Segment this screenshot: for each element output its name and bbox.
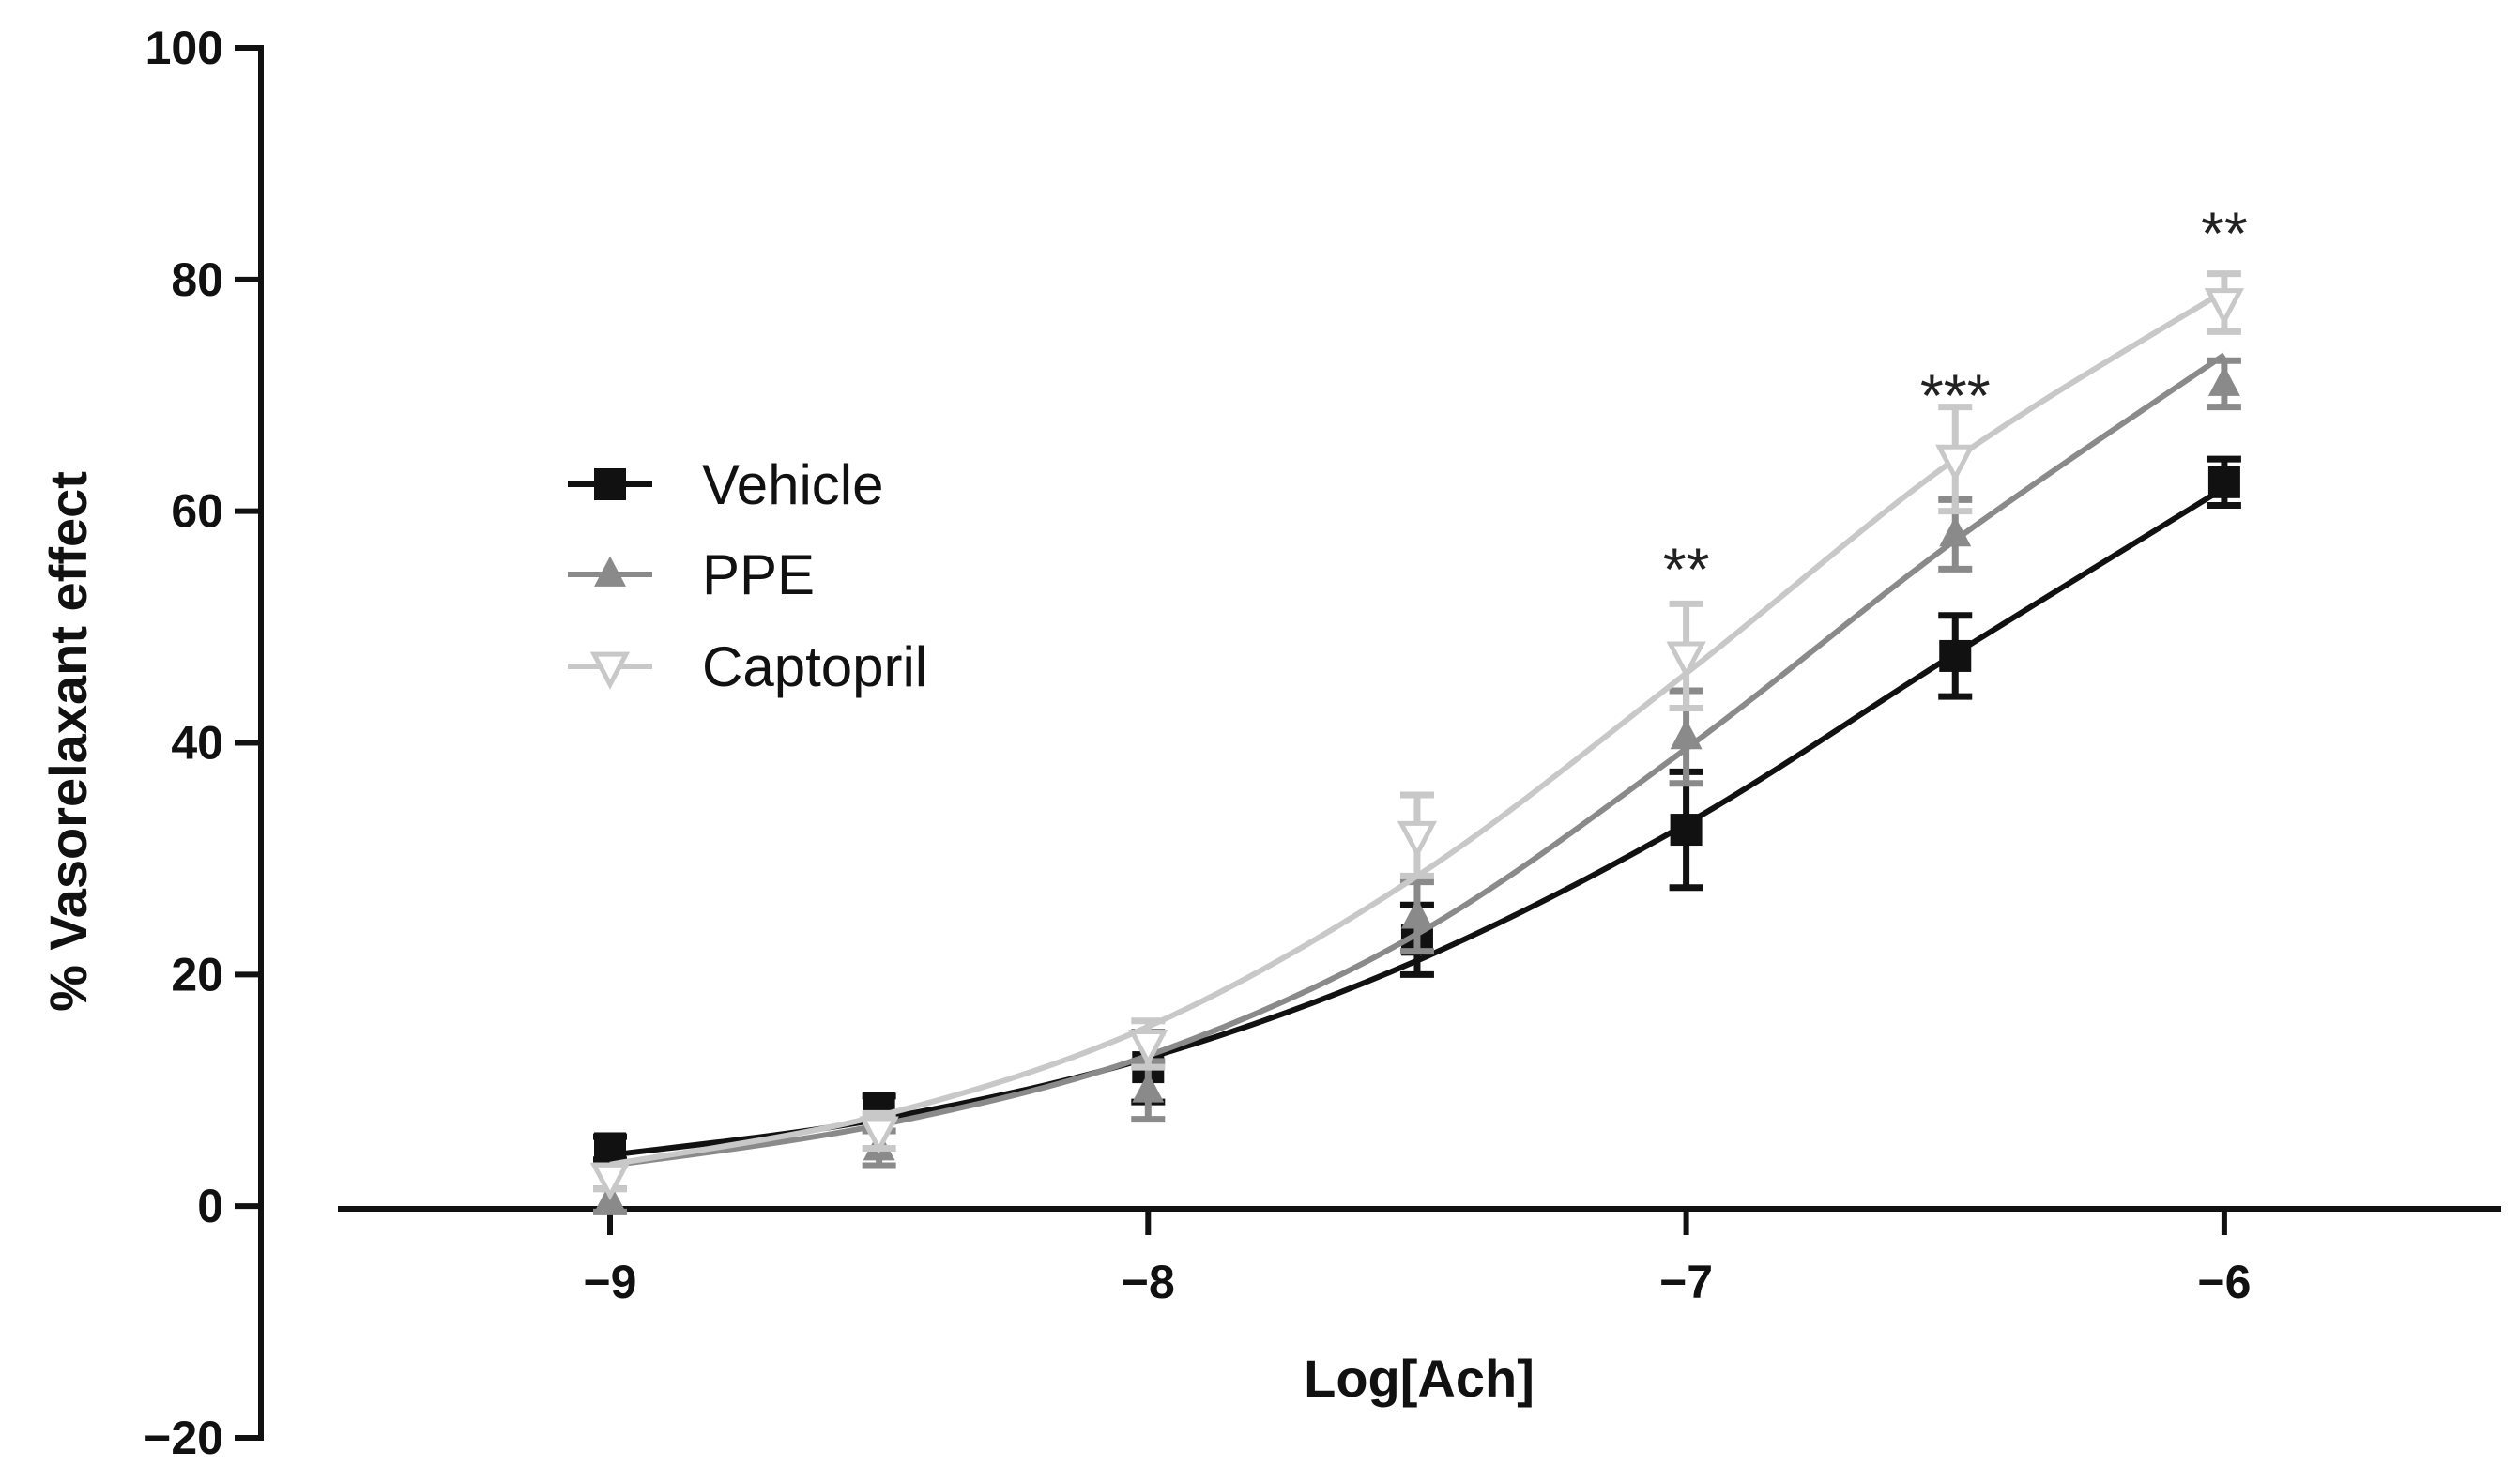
- data-point-captopril: [2204, 288, 2245, 327]
- legend-marker-captopril: [589, 651, 631, 690]
- y-tick-label: 80: [171, 253, 223, 306]
- x-tick-label: −6: [2197, 1256, 2251, 1308]
- x-tick-label: −9: [583, 1256, 636, 1308]
- y-tick-label: 40: [171, 717, 223, 770]
- x-axis-title: Log[Ach]: [1304, 1349, 1535, 1408]
- significance-annotation: **: [2201, 199, 2248, 267]
- data-point-ppe: [1400, 898, 1433, 929]
- data-point-vehicle: [1939, 639, 1972, 672]
- data-point-vehicle: [594, 1132, 626, 1165]
- x-tick-label: −7: [1659, 1256, 1713, 1308]
- y-tick-label: −20: [144, 1412, 223, 1464]
- legend-marker-vehicle: [594, 468, 626, 500]
- data-point-ppe: [1670, 718, 1703, 750]
- x-tick-label: −8: [1122, 1256, 1175, 1308]
- data-point-captopril: [1128, 1029, 1168, 1068]
- legend-marker-ppe: [594, 556, 626, 587]
- legend-label-ppe: PPE: [702, 543, 815, 606]
- y-tick-label: 100: [145, 22, 223, 74]
- significance-annotation: **: [1663, 535, 1710, 603]
- data-point-ppe: [1939, 515, 1972, 547]
- data-point-ppe: [2207, 365, 2240, 396]
- y-tick-label: 20: [171, 948, 223, 1000]
- data-point-vehicle: [2207, 466, 2240, 498]
- y-axis-title: % Vasorelaxant effect: [38, 471, 98, 1012]
- data-point-captopril: [589, 1162, 631, 1201]
- y-tick-label: 0: [197, 1180, 223, 1232]
- data-point-captopril: [1666, 641, 1706, 679]
- significance-annotation: ***: [1920, 361, 1991, 429]
- legend-label-vehicle: Vehicle: [702, 453, 883, 516]
- y-tick-label: 60: [171, 485, 223, 538]
- data-point-captopril: [1935, 444, 1976, 482]
- data-point-vehicle: [1670, 814, 1703, 847]
- data-point-captopril: [1397, 820, 1438, 859]
- data-point-captopril: [859, 1116, 899, 1154]
- data-point-ppe: [1132, 1072, 1165, 1103]
- legend-label-captopril: Captopril: [702, 635, 927, 698]
